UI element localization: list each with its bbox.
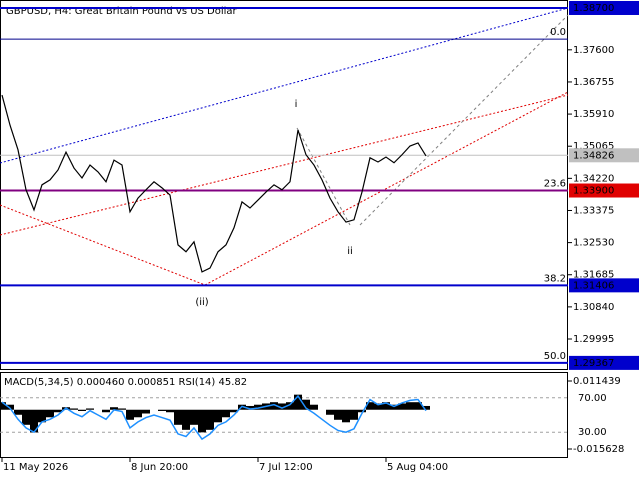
- macd-bar: [230, 409, 238, 413]
- macd-bar: [302, 399, 310, 410]
- x-tick-label: 7 Jul 12:00: [259, 462, 313, 473]
- macd-bar: [390, 404, 398, 410]
- macd-bar: [134, 409, 142, 418]
- macd-bar: [214, 409, 222, 423]
- macd-bar: [222, 409, 230, 418]
- macd-bar: [366, 402, 374, 410]
- macd-bar: [86, 408, 94, 410]
- y-tick-label: 1.37600: [573, 45, 614, 56]
- y-tick-label: 1.29995: [573, 334, 614, 345]
- price-label: 1.31406: [573, 280, 614, 291]
- macd-bar: [382, 402, 390, 410]
- macd-bar: [422, 405, 430, 410]
- rsi-line: [1, 394, 427, 441]
- indicator-frame: [0, 372, 568, 458]
- macd-bar: [374, 403, 382, 410]
- price-label: 1.33900: [573, 186, 614, 197]
- y-tick-label: 1.35065: [573, 141, 614, 152]
- macd-bar: [358, 409, 366, 413]
- macd-bar: [118, 408, 126, 410]
- price-label-box: [569, 183, 639, 198]
- fib-label: 23.6: [544, 179, 566, 190]
- macd-bar: [342, 409, 350, 423]
- macd-bar: [126, 409, 134, 420]
- macd-bar: [270, 402, 278, 410]
- macd-bar: [166, 409, 174, 413]
- macd-bar: [70, 408, 78, 410]
- fib-label: 38.2: [544, 273, 566, 284]
- macd-bar: [142, 409, 150, 414]
- price-label: 1.29367: [573, 358, 614, 369]
- macd-bar: [22, 409, 30, 425]
- macd-bar: [14, 409, 22, 415]
- macd-bar: [246, 405, 254, 410]
- last-price-label: 1.34826: [573, 150, 614, 161]
- macd-bar: [174, 409, 182, 425]
- y-tick-label: 1.32530: [573, 238, 614, 249]
- y2-tick-label: 30.00: [578, 427, 607, 438]
- y-tick-label: -0.015628: [573, 444, 624, 455]
- fib-label: 50.0: [544, 351, 566, 362]
- macd-bar: [46, 409, 54, 418]
- macd-bar: [310, 404, 318, 410]
- macd-bar: [190, 409, 198, 425]
- macd-bar: [78, 409, 86, 411]
- fib-label: 0.0: [550, 27, 566, 38]
- macd-bar: [350, 409, 358, 420]
- macd-bar: [198, 409, 206, 433]
- macd-bar: [334, 409, 342, 420]
- price-label-box: [569, 355, 639, 370]
- y-tick-label: 1.35910: [573, 109, 614, 120]
- y2-tick-label: 70.00: [578, 393, 607, 404]
- wave-line: [296, 127, 351, 226]
- macd-bar: [406, 402, 414, 410]
- trend-line: [204, 91, 569, 286]
- macd-bar: [30, 409, 38, 433]
- y-tick-label: 1.36755: [573, 77, 614, 88]
- macd-bar: [206, 409, 214, 430]
- macd-bar: [182, 409, 190, 430]
- price-label-box: [569, 278, 639, 293]
- y-tick-label: 1.34220: [573, 173, 614, 184]
- y-tick-label: 1.31685: [573, 270, 614, 281]
- macd-bar: [398, 403, 406, 410]
- macd-bar: [102, 409, 110, 413]
- y-tick-label: 1.30840: [573, 302, 614, 313]
- macd-bar: [54, 409, 62, 413]
- y-tick-label: 0.011439: [573, 376, 621, 387]
- macd-bar: [326, 409, 334, 415]
- macd-bar: [110, 407, 118, 410]
- price-line: [1, 94, 427, 273]
- trend-line: [0, 94, 569, 236]
- macd-bar: [158, 409, 166, 411]
- macd-bar: [286, 402, 294, 410]
- chart-title: GBPUSD, H4: Great Britain Pound vs US Do…: [6, 6, 238, 17]
- y-tick-label: 1.33375: [573, 205, 614, 216]
- x-tick-label: 8 Jun 20:00: [131, 462, 188, 473]
- macd-bar: [278, 403, 286, 410]
- x-tick-label: 11 May 2026: [3, 462, 68, 473]
- macd-bar: [0, 402, 6, 410]
- price-label-box: [569, 0, 639, 15]
- wave-label: (ii): [195, 297, 208, 308]
- macd-bar: [414, 402, 422, 410]
- x-tick-label: 5 Aug 04:00: [387, 462, 448, 473]
- price-label: 1.38700: [573, 3, 614, 14]
- trend-line: [0, 204, 206, 286]
- macd-bar: [254, 404, 262, 410]
- wave-label: i: [295, 99, 298, 110]
- macd-bar: [38, 409, 46, 423]
- last-price-box: [569, 148, 639, 163]
- wave-label: ii: [347, 246, 353, 257]
- indicator-title: MACD(5,34,5) 0.000460 0.000851 RSI(14) 4…: [4, 377, 247, 388]
- main-frame: [0, 0, 568, 370]
- macd-bar: [294, 394, 302, 410]
